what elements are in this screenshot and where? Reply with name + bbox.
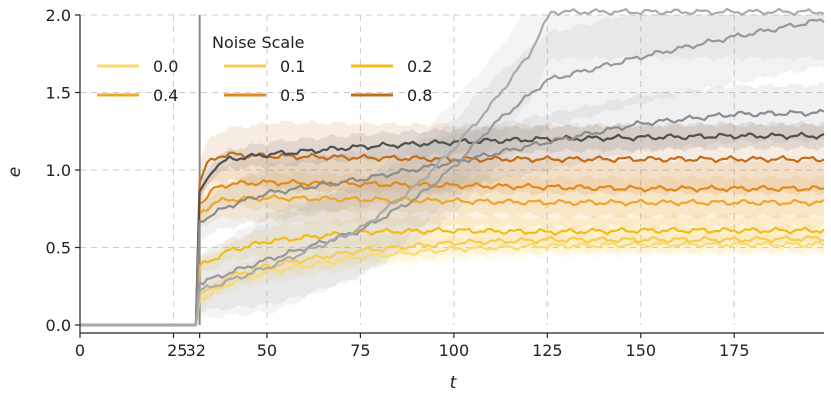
- legend-entries: 0.0 0.1 0.2 0.4 0.5 0.8: [97, 57, 432, 105]
- y-tick-label: 1.5: [46, 84, 71, 103]
- x-tick-label: 100: [439, 341, 470, 360]
- x-tick-label: 150: [626, 341, 657, 360]
- x-axis-label: t: [450, 373, 458, 393]
- confidence-band: [199, 213, 825, 275]
- series-line: [80, 235, 825, 327]
- y-tick-label: 0.5: [46, 239, 71, 258]
- y-axis-label: e: [5, 167, 25, 177]
- x-tick-label: 0: [75, 341, 85, 360]
- series-line: [80, 18, 825, 327]
- legend-label: 0.1: [280, 57, 305, 76]
- x-tick-label: 175: [719, 341, 750, 360]
- x-tick-label: 75: [350, 341, 370, 360]
- y-ticks: 0.0 0.5 1.0 1.5 2.0: [46, 6, 80, 335]
- x-tick-label: 32: [186, 341, 206, 360]
- legend-label: 0.2: [407, 57, 432, 76]
- y-tick-label: 0.0: [46, 316, 71, 335]
- confidence-band: [199, 15, 825, 313]
- confidence-band: [199, 230, 825, 307]
- y-tick-label: 1.0: [46, 161, 71, 180]
- legend-label: 0.0: [153, 57, 178, 76]
- x-tick-label: 50: [257, 341, 277, 360]
- series-line: [80, 240, 825, 327]
- series-layer: [80, 7, 825, 327]
- confidence-band: [199, 151, 825, 221]
- legend-title: Noise Scale: [212, 33, 305, 52]
- x-tick-label: 25: [167, 341, 187, 360]
- series-line: [80, 226, 825, 327]
- legend-label: 0.5: [280, 86, 305, 105]
- confidence-band: [199, 120, 825, 200]
- series-line: [80, 178, 825, 327]
- legend-label: 0.4: [153, 86, 178, 105]
- y-tick-label: 2.0: [46, 6, 71, 25]
- series-line: [80, 131, 825, 327]
- confidence-band: [199, 15, 825, 320]
- axis-layer: [79, 15, 824, 334]
- x-tick-label: 125: [532, 341, 563, 360]
- series-line: [80, 7, 825, 327]
- series-line: [80, 194, 825, 327]
- legend: Noise Scale 0.0 0.1 0.2 0.4 0.5 0.8: [97, 33, 432, 105]
- series-line: [80, 108, 825, 327]
- legend-label: 0.8: [407, 86, 432, 105]
